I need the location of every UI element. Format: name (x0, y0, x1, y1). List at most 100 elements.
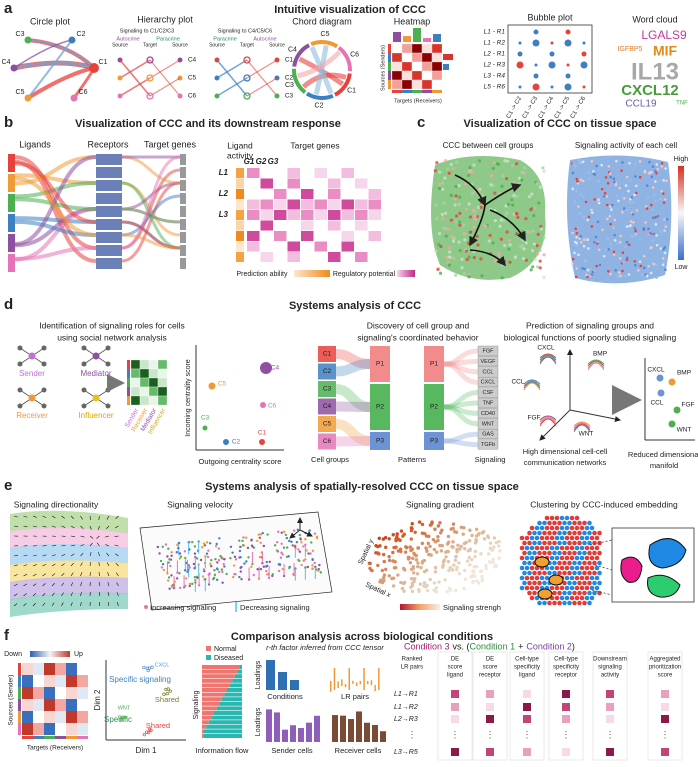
cluster-spot (542, 550, 547, 556)
cluster-spot (557, 560, 562, 566)
tissue-spot (439, 244, 443, 249)
gradient-spot (422, 584, 426, 588)
gradient-spot (391, 533, 395, 537)
activity-cell (236, 168, 244, 178)
cell-spot (606, 217, 609, 221)
cell-spot (597, 248, 601, 252)
diff-cell (33, 687, 44, 699)
target-cell (341, 199, 354, 210)
cluster-spot (554, 585, 560, 591)
direction-arrow (13, 583, 18, 587)
heat-cell (401, 43, 413, 54)
tissue-spot (438, 170, 442, 174)
label: Signaling velocity (167, 499, 233, 509)
target-cell (355, 241, 368, 252)
cell-spot (615, 242, 619, 245)
gradient-spot (384, 545, 388, 550)
rank-cell (451, 748, 459, 756)
gradient-spot (463, 577, 468, 581)
label: specificity (553, 665, 579, 671)
gradient-spot (425, 583, 429, 588)
gradient-spot (428, 552, 432, 557)
cell-spot (586, 268, 590, 272)
cell-spot (574, 275, 578, 279)
direction-arrow (80, 515, 83, 520)
cluster-spot (554, 525, 560, 531)
cell-spot (651, 165, 655, 168)
gradient-spot (396, 573, 400, 577)
tissue-spot (455, 160, 459, 164)
tissue-spot (440, 212, 444, 216)
direction-arrow (61, 544, 66, 547)
label: TNF (483, 400, 494, 406)
diff-cell (55, 663, 66, 675)
network-node (105, 361, 111, 367)
cell-spot (642, 266, 646, 270)
cluster-spot (572, 600, 577, 606)
label: Signaling to C4/C5/C6 (218, 28, 272, 34)
network-node (105, 403, 111, 409)
tissue-spot (467, 255, 471, 259)
source-node (214, 75, 220, 81)
tissue-spot (454, 194, 458, 198)
heat-cell (401, 70, 413, 81)
velocity-spot (262, 544, 266, 548)
heat-cell (391, 52, 403, 63)
gradient-spot (477, 581, 481, 585)
ligand-node (8, 254, 15, 272)
tissue-spot (542, 275, 546, 280)
label: Mediator (80, 369, 111, 378)
target-cell (314, 231, 327, 241)
label: Dim 2 (93, 689, 102, 710)
bubble (550, 85, 554, 89)
target-cell (274, 210, 287, 220)
gradient-spot (464, 540, 468, 545)
network-node (81, 387, 87, 393)
diff-cell (66, 675, 77, 687)
gradient-spot (497, 544, 501, 548)
cell-spot (627, 189, 630, 193)
velocity-spot (250, 544, 254, 547)
velocity-spot (160, 566, 164, 569)
tissue-spot (503, 243, 507, 248)
gradient-spot (416, 561, 420, 565)
cluster-spot (569, 545, 575, 551)
target-cell (301, 241, 314, 252)
node-label: C5 (321, 31, 330, 38)
pattern-box (424, 384, 444, 430)
network-glyph (539, 354, 557, 361)
cluster-spot (522, 560, 527, 566)
gradient-spot (440, 544, 444, 548)
gradient-spot (457, 547, 462, 551)
label: Autocrine (253, 36, 276, 42)
flow-bar (202, 715, 212, 720)
direction-arrow (32, 515, 37, 518)
tissue-spot (512, 181, 516, 185)
gradient-spot (384, 567, 388, 572)
target-cell (260, 231, 273, 241)
velocity-spot (209, 562, 212, 566)
cluster-spot (527, 570, 532, 576)
label: Signaling gradient (406, 499, 475, 509)
pattern-flow (335, 384, 371, 412)
label: L3 - R4 (484, 73, 506, 80)
velocity-spot (304, 537, 307, 541)
domain-patch (10, 544, 128, 566)
cell-spot (590, 208, 593, 212)
heat-cell (391, 43, 403, 54)
role-cell (139, 395, 150, 406)
cluster-spot (587, 600, 592, 606)
node-label: C4 (288, 46, 297, 53)
cell-spot (613, 233, 616, 237)
cell-spot (647, 227, 650, 231)
pattern-box (370, 432, 390, 450)
legend-swatch (206, 655, 211, 660)
target-node (243, 92, 251, 100)
label: Regulatory potential (333, 271, 396, 278)
cell-spot (602, 254, 606, 258)
cluster-spot (532, 570, 537, 576)
cluster-spot (574, 565, 580, 571)
target-cell (355, 231, 368, 241)
gradient-spot (474, 534, 479, 538)
